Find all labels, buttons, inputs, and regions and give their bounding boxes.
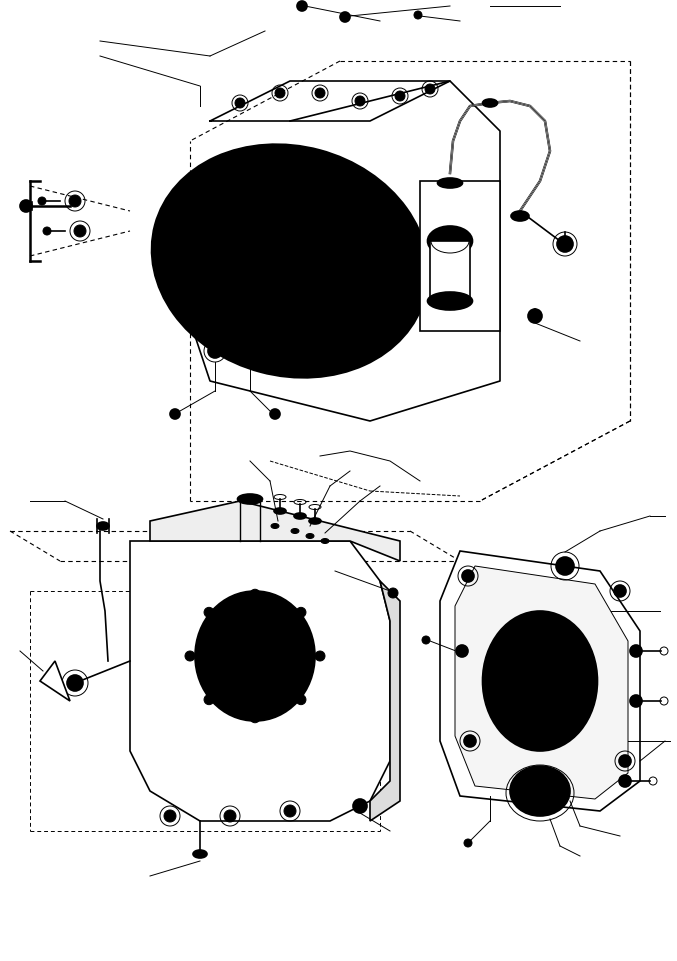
Polygon shape: [150, 501, 400, 561]
Circle shape: [462, 570, 474, 582]
Polygon shape: [420, 181, 500, 331]
Circle shape: [619, 755, 631, 767]
Ellipse shape: [427, 292, 473, 310]
Polygon shape: [40, 661, 70, 701]
Ellipse shape: [201, 187, 379, 334]
Circle shape: [74, 225, 86, 237]
Circle shape: [630, 695, 642, 707]
Circle shape: [224, 810, 236, 822]
Circle shape: [69, 195, 81, 207]
Circle shape: [284, 805, 296, 817]
Circle shape: [164, 810, 176, 822]
Ellipse shape: [524, 777, 556, 805]
Circle shape: [235, 98, 245, 108]
Circle shape: [315, 88, 325, 98]
Circle shape: [208, 344, 222, 358]
Circle shape: [278, 344, 292, 358]
Polygon shape: [370, 581, 400, 821]
Ellipse shape: [294, 513, 306, 519]
Circle shape: [185, 651, 195, 661]
Polygon shape: [130, 541, 390, 821]
Circle shape: [296, 607, 306, 617]
Ellipse shape: [271, 524, 279, 529]
Circle shape: [204, 695, 214, 704]
Circle shape: [630, 645, 642, 657]
Ellipse shape: [306, 533, 314, 538]
Ellipse shape: [233, 214, 347, 308]
Ellipse shape: [225, 624, 285, 688]
Circle shape: [619, 775, 631, 787]
Ellipse shape: [309, 518, 321, 524]
Ellipse shape: [321, 538, 329, 544]
Circle shape: [464, 839, 472, 847]
Ellipse shape: [291, 529, 299, 533]
Ellipse shape: [238, 494, 263, 504]
Circle shape: [170, 409, 180, 419]
Polygon shape: [455, 566, 628, 799]
Circle shape: [243, 344, 257, 358]
Circle shape: [425, 84, 435, 94]
Ellipse shape: [437, 178, 462, 188]
Ellipse shape: [193, 850, 207, 858]
Ellipse shape: [152, 144, 429, 378]
Circle shape: [250, 713, 260, 723]
Ellipse shape: [511, 211, 529, 221]
Circle shape: [614, 585, 626, 597]
Polygon shape: [440, 551, 640, 811]
Ellipse shape: [274, 508, 286, 514]
Circle shape: [395, 91, 405, 101]
Ellipse shape: [217, 615, 292, 697]
Ellipse shape: [427, 226, 473, 256]
Circle shape: [414, 11, 422, 19]
Circle shape: [270, 409, 280, 419]
Circle shape: [43, 227, 51, 235]
Ellipse shape: [270, 245, 310, 278]
Circle shape: [556, 557, 574, 575]
Ellipse shape: [483, 99, 498, 107]
Ellipse shape: [483, 611, 598, 751]
Circle shape: [528, 309, 542, 323]
Circle shape: [355, 96, 365, 106]
Circle shape: [296, 695, 306, 704]
Circle shape: [464, 735, 476, 747]
Circle shape: [20, 200, 32, 212]
Circle shape: [315, 651, 325, 661]
Circle shape: [67, 675, 83, 691]
Circle shape: [204, 607, 214, 617]
Ellipse shape: [97, 522, 109, 530]
Polygon shape: [430, 241, 470, 301]
Ellipse shape: [510, 766, 570, 816]
Circle shape: [422, 636, 430, 644]
Circle shape: [456, 645, 468, 657]
Circle shape: [275, 88, 285, 98]
Circle shape: [38, 197, 46, 205]
Circle shape: [340, 12, 350, 22]
Circle shape: [297, 1, 307, 11]
Circle shape: [353, 799, 367, 813]
Circle shape: [388, 588, 398, 598]
Ellipse shape: [195, 591, 315, 721]
Ellipse shape: [505, 638, 575, 724]
Circle shape: [250, 589, 260, 600]
Circle shape: [557, 236, 573, 252]
